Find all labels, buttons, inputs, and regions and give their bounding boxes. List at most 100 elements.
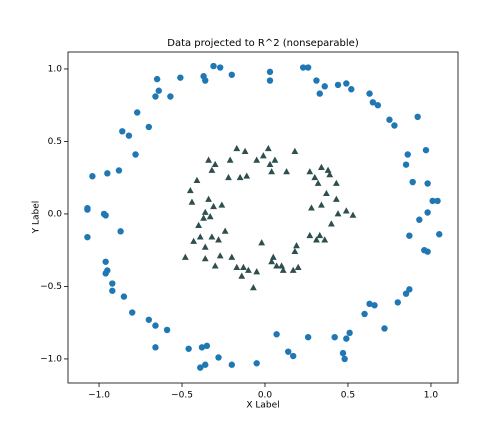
point (129, 309, 136, 316)
point (233, 263, 241, 270)
point (152, 322, 159, 329)
x-tick-label: 0.0 (258, 391, 273, 401)
point (406, 232, 413, 239)
point (266, 77, 274, 84)
point (211, 262, 219, 269)
point (193, 176, 201, 184)
point (117, 228, 124, 235)
point (394, 299, 401, 306)
point (167, 93, 174, 100)
point (409, 178, 416, 186)
point (186, 186, 194, 194)
point (343, 80, 350, 87)
point (289, 266, 297, 273)
point (109, 280, 116, 287)
point (283, 168, 290, 175)
point (238, 272, 246, 279)
point (253, 156, 261, 163)
point (343, 335, 350, 342)
point (331, 333, 338, 341)
point (216, 64, 224, 71)
point (210, 202, 217, 210)
point (119, 128, 126, 135)
point (125, 132, 133, 139)
point (185, 345, 192, 352)
point (109, 287, 116, 294)
point (188, 198, 196, 205)
point (341, 355, 348, 363)
point (205, 156, 212, 163)
point (228, 253, 236, 260)
point (253, 268, 261, 275)
point (266, 68, 274, 76)
point (279, 266, 287, 273)
point (349, 211, 357, 218)
point (314, 179, 322, 186)
point (386, 116, 393, 123)
point (316, 231, 324, 239)
point (196, 233, 204, 240)
point (414, 113, 421, 121)
point (181, 253, 189, 260)
point (268, 168, 276, 175)
point (259, 152, 267, 159)
point (152, 93, 159, 100)
point (253, 360, 260, 367)
point (228, 361, 235, 368)
point (313, 77, 320, 84)
point (327, 220, 335, 227)
y-tick-label: 0.0 (48, 209, 63, 219)
point (201, 243, 209, 250)
point (221, 227, 229, 234)
point (318, 201, 325, 208)
point (226, 156, 234, 163)
point (406, 286, 413, 293)
point (291, 247, 299, 255)
point (268, 257, 276, 265)
point (371, 302, 378, 309)
point (240, 263, 247, 270)
y-tick-label: 0.5 (48, 137, 62, 147)
point (100, 210, 108, 218)
point (215, 354, 222, 361)
point (225, 173, 232, 181)
point (304, 333, 312, 341)
point (208, 166, 216, 173)
point (285, 348, 292, 355)
point (361, 310, 368, 318)
point (177, 74, 184, 81)
point (201, 208, 209, 215)
point (424, 209, 431, 216)
point (153, 75, 161, 83)
point (203, 342, 211, 350)
point (200, 214, 207, 221)
point (120, 293, 128, 300)
point (233, 144, 241, 152)
point (228, 71, 235, 78)
point (145, 316, 153, 323)
point (89, 173, 96, 180)
point (115, 167, 123, 174)
point (416, 216, 423, 223)
point (391, 122, 398, 129)
point (294, 263, 302, 270)
point (374, 102, 382, 109)
x-tick-label: 0.5 (341, 391, 355, 401)
point (264, 144, 272, 152)
point (269, 253, 277, 260)
y-axis-label: Y Label (32, 201, 42, 235)
point (190, 237, 198, 244)
point (216, 252, 224, 259)
point (313, 236, 320, 243)
point (429, 197, 436, 205)
point (273, 262, 281, 269)
point (258, 239, 266, 246)
point (271, 156, 279, 163)
point (324, 166, 332, 173)
point (342, 207, 350, 214)
point (321, 83, 328, 90)
point (195, 221, 203, 228)
point (152, 344, 159, 351)
point (334, 210, 342, 217)
